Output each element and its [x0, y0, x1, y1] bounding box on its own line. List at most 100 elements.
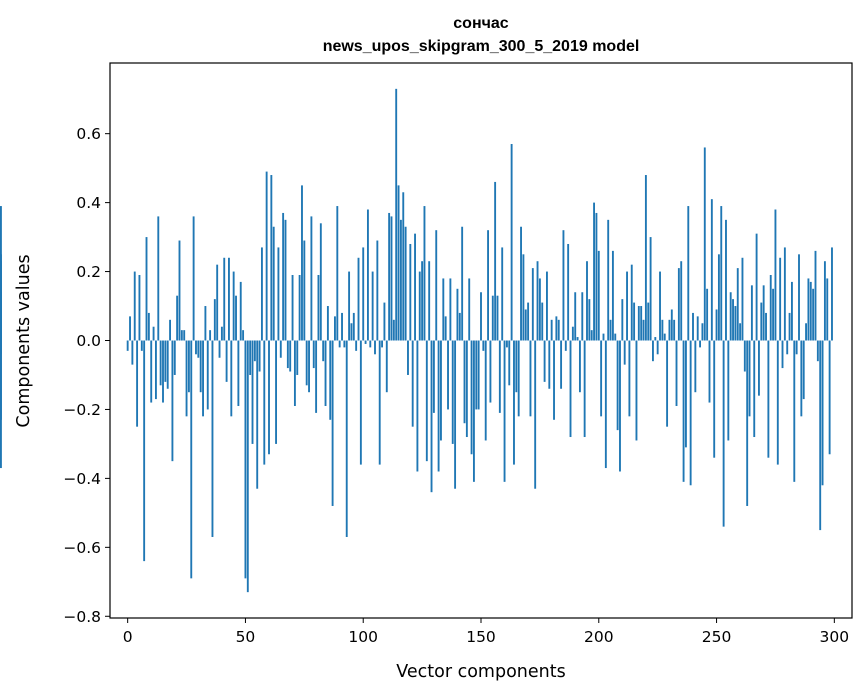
bar	[722, 340, 725, 527]
bar	[416, 340, 419, 472]
bar	[739, 323, 742, 341]
bar	[383, 302, 386, 341]
bar	[710, 199, 713, 341]
bar	[788, 312, 791, 341]
bar	[635, 340, 638, 441]
bar	[831, 247, 833, 341]
bar	[371, 271, 374, 341]
bar	[432, 340, 435, 413]
x-tick-label: 200	[584, 628, 614, 646]
bar	[581, 292, 584, 341]
bar	[159, 340, 162, 386]
bar	[807, 278, 810, 341]
bar	[706, 288, 709, 341]
bar	[510, 144, 513, 341]
bar	[588, 299, 591, 341]
bar	[647, 302, 650, 341]
bar	[628, 340, 631, 417]
bar	[345, 340, 348, 537]
bar	[350, 323, 353, 341]
bar	[680, 261, 683, 341]
bar	[781, 340, 784, 369]
bar	[586, 261, 588, 341]
bar	[717, 254, 720, 341]
bar	[369, 340, 372, 348]
bar	[315, 340, 318, 413]
bar	[477, 340, 480, 410]
bar	[553, 340, 555, 420]
bar	[560, 340, 563, 389]
bar	[555, 316, 558, 341]
bar	[543, 340, 546, 382]
bar	[152, 326, 155, 341]
bar	[496, 295, 499, 341]
bar	[776, 340, 779, 465]
bar	[626, 271, 628, 341]
chart-title: сончас	[453, 15, 509, 32]
bar	[392, 319, 395, 341]
bar	[703, 147, 706, 341]
bar	[312, 340, 315, 369]
bar	[423, 206, 426, 341]
bar	[503, 340, 506, 482]
bar	[204, 306, 207, 341]
bar	[661, 319, 664, 341]
bar	[242, 330, 245, 341]
bar	[381, 340, 383, 348]
bar	[341, 312, 343, 341]
bar	[268, 340, 270, 455]
chart-subtitle: news_upos_skipgram_300_5_2019 model	[323, 38, 640, 55]
bar	[699, 340, 701, 348]
bar	[293, 340, 296, 406]
bar	[802, 340, 805, 400]
bar	[597, 250, 600, 341]
bar	[334, 316, 336, 341]
bar	[425, 340, 428, 462]
bar	[663, 333, 666, 341]
bar	[701, 323, 704, 341]
bar	[642, 319, 645, 341]
bar	[143, 340, 146, 562]
bar	[409, 243, 412, 341]
bar	[169, 319, 171, 341]
y-axis-ticks: −0.8 −0.6 −0.4 −0.2 0.0 0.2 0.4 0.6	[63, 125, 110, 626]
bar	[675, 340, 678, 406]
bar	[772, 288, 775, 341]
bar	[623, 340, 626, 365]
y-tick-label: −0.2	[63, 401, 101, 419]
bar	[522, 254, 525, 341]
bar	[604, 340, 607, 469]
bar	[725, 219, 727, 341]
bar	[378, 340, 381, 465]
bar	[162, 340, 164, 403]
bar	[176, 295, 179, 341]
bar	[211, 340, 214, 537]
bar	[748, 340, 751, 417]
bar	[821, 340, 824, 486]
y-tick-label: 0.4	[76, 194, 101, 212]
y-tick-label: 0.6	[76, 125, 101, 143]
bar	[758, 340, 760, 396]
bar	[562, 230, 565, 341]
bar	[407, 340, 409, 375]
bar	[402, 192, 405, 341]
bar	[183, 330, 186, 341]
bar	[180, 330, 183, 341]
x-tick-label: 150	[466, 628, 496, 646]
bar	[277, 247, 280, 341]
bar	[209, 330, 212, 341]
bar	[343, 340, 346, 348]
bar	[769, 275, 772, 341]
bar	[517, 340, 520, 417]
bar	[225, 340, 228, 382]
bar	[286, 340, 289, 369]
bar	[126, 340, 129, 351]
bar	[498, 340, 501, 413]
bar	[619, 340, 621, 472]
y-tick-label: 0.2	[76, 263, 101, 281]
bar	[199, 340, 202, 393]
bar	[538, 278, 541, 341]
bar	[826, 278, 829, 341]
bar	[249, 340, 252, 375]
x-tick-label: 50	[236, 628, 256, 646]
